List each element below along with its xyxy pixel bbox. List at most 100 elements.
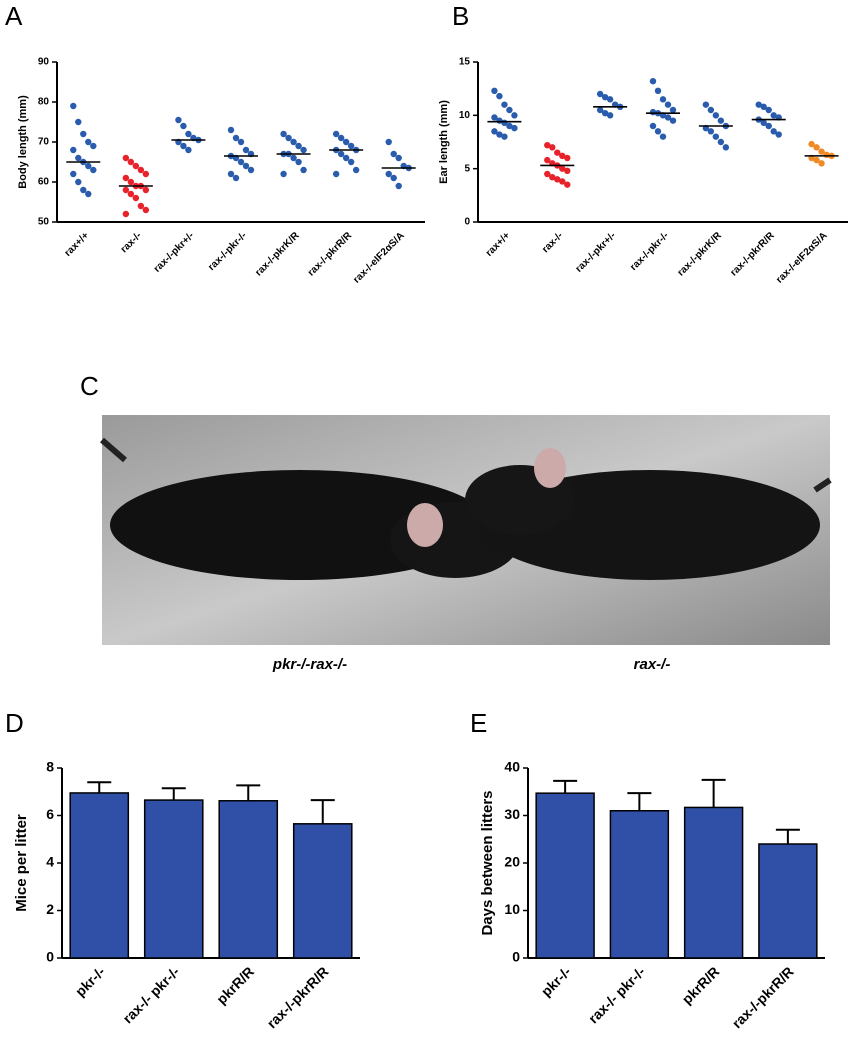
data-point [506, 122, 513, 130]
y-tick-label: 0 [464, 217, 470, 228]
data-point [707, 128, 715, 135]
data-point [142, 170, 150, 178]
data-point [390, 174, 397, 182]
data-point [142, 206, 150, 214]
data-point [659, 96, 667, 103]
y-tick-label: 20 [504, 854, 520, 870]
data-point [232, 134, 240, 142]
data-point [337, 134, 345, 142]
data-point [127, 190, 135, 198]
data-point [75, 118, 82, 126]
data-point [132, 194, 140, 202]
data-point [664, 101, 672, 108]
x-tick-label: rax-/-pkr+/- [574, 230, 619, 275]
data-point [395, 182, 402, 190]
data-point [142, 186, 150, 194]
bar [292, 823, 353, 959]
x-tick-label: rax-/-eIF2αS/A [351, 230, 406, 285]
data-point [300, 166, 307, 174]
data-point [90, 166, 97, 174]
x-tick-label: rax-/- [540, 230, 565, 255]
data-point [601, 110, 609, 117]
data-point [501, 101, 508, 108]
data-point [659, 133, 667, 140]
x-tick-label: rax-/- pkr-/- [119, 963, 182, 1026]
data-point [290, 138, 297, 146]
x-tick-label: rax-/-pkr-/- [206, 230, 249, 273]
data-point [122, 154, 130, 162]
data-point [352, 166, 360, 174]
data-point [70, 146, 77, 154]
data-point [707, 106, 715, 114]
data-point [596, 90, 604, 98]
data-point [227, 126, 235, 134]
data-point [496, 131, 503, 138]
data-point [712, 133, 720, 140]
x-tick-label: rax+/+ [484, 230, 513, 259]
y-tick-label: 10 [459, 110, 471, 121]
x-tick-label: rax-/-pkrR/R [264, 963, 332, 1031]
data-point [347, 142, 355, 150]
data-point [669, 117, 677, 124]
x-tick-label: rax-/-pkrR/R [729, 963, 797, 1031]
x-tick-label: rax-/-pkrK/R [253, 230, 302, 279]
data-point [755, 101, 762, 108]
data-point [664, 114, 672, 121]
data-point [770, 112, 777, 119]
x-tick-label: rax-/- [119, 230, 144, 255]
bar [609, 810, 670, 959]
data-point [702, 101, 710, 108]
photo-label: pkr-/-rax-/- [272, 656, 347, 673]
bar [143, 799, 204, 959]
data-point [770, 128, 777, 135]
x-tick-label: rax-/- pkr-/- [585, 963, 648, 1026]
y-tick-label: 50 [38, 217, 50, 228]
data-point [501, 133, 508, 140]
data-point [285, 134, 292, 142]
bar [218, 800, 279, 959]
panel-label: A [5, 1, 23, 31]
data-point [596, 106, 604, 114]
data-point [85, 162, 92, 170]
data-point [669, 106, 677, 114]
data-point [544, 156, 551, 164]
x-tick-label: rax-/-pkr-/- [628, 230, 671, 273]
data-point [347, 158, 355, 166]
photo-label: rax-/- [634, 656, 671, 673]
data-point [654, 87, 662, 95]
data-point [90, 142, 97, 150]
data-point [760, 103, 767, 111]
y-tick-label: 90 [38, 57, 50, 68]
data-point [813, 144, 820, 151]
data-point [722, 144, 730, 151]
data-point [295, 158, 302, 166]
y-axis-label: Mice per litter [13, 814, 30, 912]
data-point [491, 114, 498, 121]
data-point [127, 158, 135, 166]
data-point [559, 165, 566, 172]
y-tick-label: 40 [504, 759, 520, 775]
data-point [717, 117, 725, 124]
panel-label: D [5, 708, 24, 738]
data-point [554, 149, 561, 156]
data-point [70, 170, 77, 178]
data-point [342, 154, 350, 162]
bar [758, 843, 818, 959]
data-point [232, 174, 240, 182]
y-tick-label: 4 [46, 854, 54, 870]
data-point [300, 146, 307, 154]
y-tick-label: 10 [504, 901, 520, 917]
data-point [564, 167, 571, 174]
y-tick-label: 80 [38, 97, 50, 108]
panel-label: B [452, 1, 469, 31]
data-point [137, 166, 145, 174]
y-tick-label: 6 [46, 806, 54, 822]
y-tick-label: 0 [46, 949, 54, 965]
data-point [496, 92, 503, 100]
data-point [511, 112, 518, 119]
x-tick-label: pkrR/R [213, 963, 257, 1007]
data-point [818, 148, 825, 155]
data-point [295, 142, 302, 150]
panel-label: E [470, 708, 487, 738]
